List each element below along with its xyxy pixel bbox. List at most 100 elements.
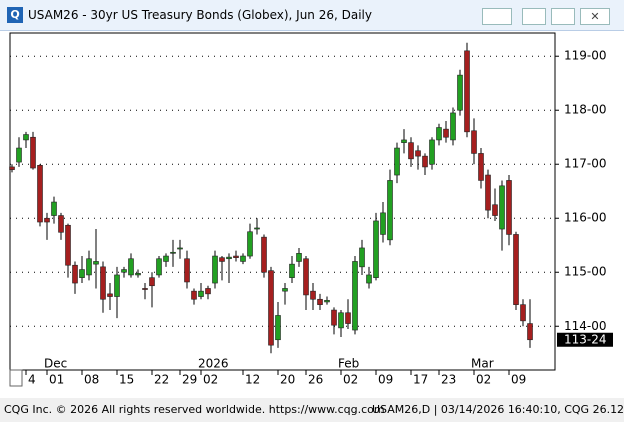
x-tick-label: 20 bbox=[280, 373, 295, 387]
x-tick-label: 17 bbox=[413, 373, 428, 387]
period-label: Mar bbox=[471, 357, 494, 371]
candle-body bbox=[128, 258, 134, 276]
scroll-box[interactable] bbox=[9, 369, 23, 387]
candle-body bbox=[135, 273, 141, 276]
candle-body bbox=[16, 147, 22, 163]
candle-body bbox=[191, 290, 197, 300]
candle-body bbox=[436, 127, 442, 141]
x-tick-label: 09 bbox=[378, 373, 393, 387]
candle-body bbox=[471, 130, 477, 154]
period-label: Feb bbox=[338, 357, 359, 371]
x-tick-label: 4 bbox=[28, 373, 36, 387]
candle-body bbox=[443, 128, 449, 138]
candle-body bbox=[499, 185, 505, 230]
candle-body bbox=[142, 288, 148, 290]
candle-body bbox=[282, 288, 288, 292]
candle-body bbox=[520, 304, 526, 322]
candle-body bbox=[226, 256, 232, 260]
candle-body bbox=[527, 323, 533, 341]
candle-body bbox=[149, 277, 155, 287]
candle-body bbox=[359, 247, 365, 268]
candle-body bbox=[51, 201, 57, 216]
candle-body bbox=[30, 136, 36, 169]
candle-body bbox=[72, 264, 78, 284]
candle-body bbox=[506, 180, 512, 235]
candle-body bbox=[254, 227, 260, 230]
candle-body bbox=[184, 258, 190, 283]
candle-body bbox=[114, 274, 120, 297]
maximize-button[interactable] bbox=[551, 8, 575, 25]
candle-body bbox=[9, 166, 15, 170]
candle-body bbox=[177, 247, 183, 250]
candle-body bbox=[492, 204, 498, 216]
candle-body bbox=[261, 236, 267, 273]
x-tick-label: 02 bbox=[343, 373, 358, 387]
x-tick-label: 23 bbox=[441, 373, 456, 387]
footer: CQG Inc. © 2026 All rights reserved worl… bbox=[0, 398, 624, 422]
period-label: 2026 bbox=[198, 357, 229, 371]
footer-left: CQG Inc. © 2026 All rights reserved worl… bbox=[4, 403, 385, 416]
y-tick-label: 114-00 bbox=[564, 319, 607, 333]
candle-body bbox=[219, 257, 225, 262]
candle-body bbox=[338, 312, 344, 329]
candle-body bbox=[156, 258, 162, 276]
candle-body bbox=[93, 261, 99, 265]
plot-frame bbox=[9, 32, 556, 371]
candle-body bbox=[163, 255, 169, 262]
candle-body bbox=[86, 258, 92, 276]
candle-body bbox=[121, 269, 127, 273]
candle-body bbox=[394, 147, 400, 176]
candle-body bbox=[366, 274, 372, 284]
title-bar: Q USAM26 - 30yr US Treasury Bonds (Globe… bbox=[0, 0, 624, 31]
chart: 114-00 115-00 116-00 117-00 118-00 119-00 4 01 0… bbox=[9, 32, 613, 387]
x-tick-label: 12 bbox=[245, 373, 260, 387]
candle-body bbox=[457, 74, 463, 111]
candle-body bbox=[303, 258, 309, 296]
x-tick-label: 02 bbox=[203, 373, 218, 387]
candle-body bbox=[100, 266, 106, 300]
candle-body bbox=[65, 224, 71, 266]
window-title: USAM26 - 30yr US Treasury Bonds (Globex)… bbox=[28, 8, 372, 22]
candle-body bbox=[268, 270, 274, 346]
x-tick-label: 22 bbox=[154, 373, 169, 387]
candle-body bbox=[324, 300, 330, 303]
candle-body bbox=[107, 293, 113, 297]
candle-body bbox=[240, 255, 246, 262]
period-label: Dec bbox=[44, 357, 67, 371]
candle-body bbox=[170, 251, 176, 254]
candle-body bbox=[205, 288, 211, 295]
x-tick-label: 08 bbox=[84, 373, 99, 387]
minimize-button[interactable] bbox=[522, 8, 546, 25]
candle-body bbox=[289, 263, 295, 278]
last-price-label: 113-24 bbox=[564, 332, 607, 346]
x-tick-label: 02 bbox=[476, 373, 491, 387]
y-tick-label: 119-00 bbox=[564, 49, 607, 63]
candle-body bbox=[37, 165, 43, 223]
candle-body bbox=[387, 180, 393, 241]
candle-body bbox=[429, 139, 435, 165]
candle-body bbox=[331, 309, 337, 326]
candle-body bbox=[275, 315, 281, 341]
candle-body bbox=[513, 234, 519, 305]
y-tick-label: 117-00 bbox=[564, 157, 607, 171]
candle-body bbox=[422, 155, 428, 168]
candle-body bbox=[478, 153, 484, 181]
close-button[interactable]: ✕ bbox=[580, 8, 610, 25]
link-button[interactable] bbox=[482, 8, 512, 25]
candle-body bbox=[296, 253, 302, 262]
candle-body bbox=[373, 220, 379, 278]
candle-body bbox=[212, 255, 218, 284]
candle-body bbox=[345, 312, 351, 324]
app-icon: Q bbox=[7, 7, 23, 23]
candle-body bbox=[408, 142, 414, 160]
candle-body bbox=[450, 112, 456, 141]
candle-body bbox=[485, 174, 491, 211]
x-tick-label: 15 bbox=[119, 373, 134, 387]
x-tick-label: 29 bbox=[182, 373, 197, 387]
candle-body bbox=[79, 269, 85, 278]
footer-right: USAM26,D | 03/14/2026 16:40:10, CQG 26.1… bbox=[372, 403, 624, 416]
candle-body bbox=[464, 50, 470, 133]
x-tick-label: 01 bbox=[49, 373, 64, 387]
candle-body bbox=[198, 290, 204, 297]
